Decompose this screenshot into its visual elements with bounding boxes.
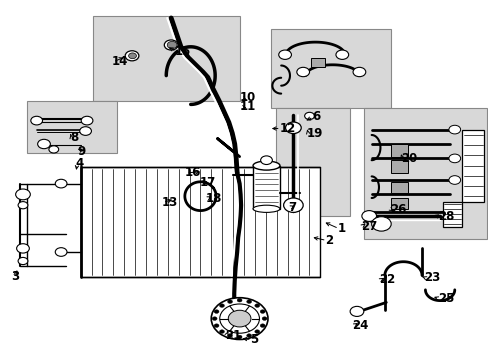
Circle shape <box>164 40 178 50</box>
Text: 20: 20 <box>400 152 416 165</box>
Bar <box>310 58 325 67</box>
Circle shape <box>254 304 259 307</box>
Circle shape <box>49 146 59 153</box>
Circle shape <box>448 208 460 217</box>
Text: 5: 5 <box>250 333 258 346</box>
Bar <box>390 160 407 173</box>
Circle shape <box>352 67 365 77</box>
Circle shape <box>335 50 348 59</box>
Circle shape <box>227 300 232 303</box>
Text: 14: 14 <box>111 55 127 68</box>
Circle shape <box>81 116 93 125</box>
Text: 26: 26 <box>389 203 405 216</box>
Circle shape <box>214 310 219 313</box>
Text: 27: 27 <box>360 220 376 233</box>
Text: 10: 10 <box>239 91 255 104</box>
Circle shape <box>262 317 266 320</box>
Text: 16: 16 <box>184 166 201 179</box>
Text: 28: 28 <box>437 210 453 223</box>
Circle shape <box>448 125 460 134</box>
Bar <box>276 108 349 216</box>
Circle shape <box>17 244 29 253</box>
Circle shape <box>18 257 28 265</box>
Text: 4: 4 <box>76 157 84 170</box>
Text: 24: 24 <box>351 319 367 332</box>
Text: 19: 19 <box>306 127 322 140</box>
Circle shape <box>18 202 28 209</box>
Text: 12: 12 <box>279 122 295 135</box>
Text: 3: 3 <box>11 270 19 283</box>
Text: 13: 13 <box>161 196 177 209</box>
Text: 15: 15 <box>175 45 191 58</box>
Text: 11: 11 <box>239 100 255 113</box>
Text: 18: 18 <box>205 192 221 205</box>
Text: 25: 25 <box>437 292 453 305</box>
Circle shape <box>212 317 217 320</box>
Bar <box>390 144 407 157</box>
Text: 21: 21 <box>224 329 241 342</box>
Bar <box>81 167 320 277</box>
Circle shape <box>246 300 251 303</box>
Circle shape <box>128 53 136 59</box>
Circle shape <box>219 330 224 333</box>
Bar <box>461 130 483 202</box>
Circle shape <box>167 41 177 49</box>
Circle shape <box>285 122 301 134</box>
Circle shape <box>260 324 264 328</box>
Circle shape <box>38 139 50 149</box>
Circle shape <box>55 248 67 256</box>
Circle shape <box>448 154 460 163</box>
Circle shape <box>219 304 224 307</box>
Circle shape <box>254 330 259 333</box>
Circle shape <box>283 198 303 212</box>
Circle shape <box>304 112 314 120</box>
Text: 8: 8 <box>70 131 78 144</box>
Circle shape <box>219 304 259 333</box>
Circle shape <box>227 334 232 337</box>
Circle shape <box>214 324 219 328</box>
Text: 2: 2 <box>325 234 333 247</box>
Text: 9: 9 <box>77 145 85 158</box>
Text: 6: 6 <box>311 111 320 123</box>
Text: 1: 1 <box>337 222 345 235</box>
Bar <box>364 108 486 239</box>
Bar <box>442 202 461 227</box>
Circle shape <box>228 310 250 327</box>
Circle shape <box>125 51 139 61</box>
Circle shape <box>260 156 272 165</box>
Bar <box>390 198 407 209</box>
Bar <box>253 166 279 209</box>
Text: 22: 22 <box>379 273 395 286</box>
Circle shape <box>260 310 264 313</box>
Circle shape <box>237 335 242 339</box>
Bar <box>93 16 239 101</box>
Circle shape <box>361 211 376 221</box>
Circle shape <box>16 189 30 200</box>
Circle shape <box>246 334 251 337</box>
Circle shape <box>55 179 67 188</box>
Ellipse shape <box>253 205 279 212</box>
Text: 17: 17 <box>199 176 215 189</box>
Circle shape <box>211 298 267 339</box>
Circle shape <box>237 298 242 302</box>
Circle shape <box>349 306 363 316</box>
Circle shape <box>31 116 42 125</box>
Circle shape <box>296 67 309 77</box>
Ellipse shape <box>253 161 279 170</box>
Circle shape <box>371 217 390 231</box>
Circle shape <box>80 127 91 135</box>
Text: 23: 23 <box>423 271 439 284</box>
Text: 7: 7 <box>288 201 296 214</box>
Bar <box>271 29 390 108</box>
Circle shape <box>448 176 460 184</box>
Bar <box>390 182 407 193</box>
Bar <box>27 101 117 153</box>
Circle shape <box>278 50 291 59</box>
